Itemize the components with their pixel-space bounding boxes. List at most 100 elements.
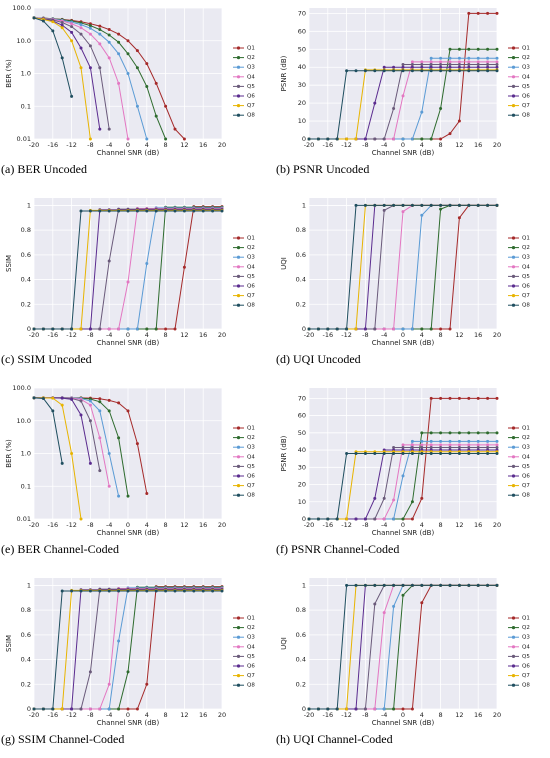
y-tick-label: 0.1 (21, 102, 31, 110)
data-point (79, 327, 83, 331)
data-point (307, 137, 311, 141)
y-tick-label: 0.4 (296, 276, 306, 284)
data-point (429, 583, 433, 587)
data-point (201, 589, 205, 593)
data-point (135, 209, 139, 213)
y-tick-label: 0 (302, 135, 306, 143)
legend-label: Q4 (522, 454, 530, 460)
data-point (392, 327, 396, 331)
data-point (495, 203, 499, 207)
legend-label: Q6 (247, 94, 255, 100)
legend-label: Q6 (522, 474, 530, 480)
data-point (335, 707, 339, 711)
data-point (382, 496, 386, 500)
legend-label: Q4 (247, 454, 255, 460)
data-point (32, 396, 36, 400)
data-point (401, 94, 405, 98)
legend-label: Q3 (522, 635, 530, 641)
x-tick-label: -4 (106, 711, 112, 719)
data-point (420, 583, 424, 587)
data-point (145, 262, 149, 265)
legend-label: Q3 (247, 635, 255, 641)
legend-marker (236, 455, 241, 459)
data-point (486, 431, 490, 435)
y-tick-label: 40 (298, 63, 306, 71)
legend-label: Q1 (522, 236, 530, 242)
data-point (154, 81, 158, 85)
x-tick-label: -4 (106, 141, 112, 149)
data-point (476, 396, 480, 400)
data-point (70, 707, 74, 711)
subplot: 0.01 0.1 1.0 10.0 100.0 -20 -16 -12 -8 -4 0 4 8 12 16 2… (1, 384, 255, 556)
data-point (476, 203, 480, 207)
data-point (439, 439, 443, 443)
data-point (335, 137, 339, 141)
legend-label: Q5 (522, 464, 530, 470)
data-point (401, 69, 405, 73)
data-point (135, 589, 139, 593)
data-point (316, 327, 320, 331)
y-axis-label: PSNR (dB) (280, 55, 288, 91)
legend-marker (236, 464, 241, 468)
y-tick-label: 100.0 (12, 384, 31, 392)
legend-label: Q1 (247, 616, 255, 622)
data-point (476, 60, 480, 64)
data-point (126, 39, 130, 43)
legend-label: Q4 (247, 74, 255, 80)
legend-label: Q1 (247, 46, 255, 52)
data-point (164, 104, 168, 108)
legend-marker (236, 46, 241, 50)
legend-label: Q5 (247, 654, 255, 660)
data-point (88, 26, 92, 30)
x-tick-label: 8 (439, 711, 443, 719)
data-point (88, 399, 92, 403)
legend-label: Q4 (247, 264, 255, 270)
data-point (145, 682, 149, 686)
data-point (173, 589, 177, 593)
data-point (145, 137, 149, 141)
data-point (117, 436, 121, 440)
data-point (79, 413, 83, 417)
data-point (354, 137, 358, 141)
legend-label: Q6 (522, 664, 530, 670)
data-point (182, 589, 186, 593)
y-tick-label: 0.2 (296, 680, 306, 688)
legend-label: Q5 (522, 274, 530, 280)
x-tick-label: -8 (87, 141, 93, 149)
y-tick-label: 40 (298, 446, 306, 454)
data-point (448, 396, 452, 400)
x-tick-label: -12 (341, 521, 352, 529)
data-point (382, 69, 386, 73)
data-point (373, 602, 377, 606)
legend-label: Q5 (247, 464, 255, 470)
y-tick-label: 0.8 (21, 606, 31, 614)
y-axis-label: PSNR (dB) (280, 435, 288, 471)
data-point (164, 589, 168, 593)
data-point (354, 203, 358, 207)
x-tick-label: 16 (199, 521, 207, 529)
data-point (401, 452, 405, 455)
data-point (448, 583, 452, 587)
data-point (495, 452, 499, 455)
data-point (117, 401, 121, 405)
data-point (60, 589, 64, 593)
x-tick-label: -20 (304, 331, 315, 339)
x-tick-label: -16 (47, 331, 58, 339)
legend-marker (511, 484, 516, 488)
data-point (316, 707, 320, 711)
y-tick-label: 100.0 (12, 4, 31, 12)
y-tick-label: 10 (298, 498, 306, 506)
y-tick-label: 1 (302, 201, 306, 209)
data-point (467, 56, 471, 60)
x-tick-label: 16 (199, 141, 207, 149)
data-point (60, 23, 64, 27)
y-tick-label: 0.6 (296, 251, 306, 259)
x-tick-label: 12 (180, 331, 188, 339)
data-point (60, 461, 64, 465)
data-point (476, 56, 480, 60)
data-point (429, 65, 433, 69)
legend-marker (236, 635, 241, 639)
data-point (457, 47, 461, 51)
x-tick-label: 8 (439, 141, 443, 149)
data-point (467, 203, 471, 207)
